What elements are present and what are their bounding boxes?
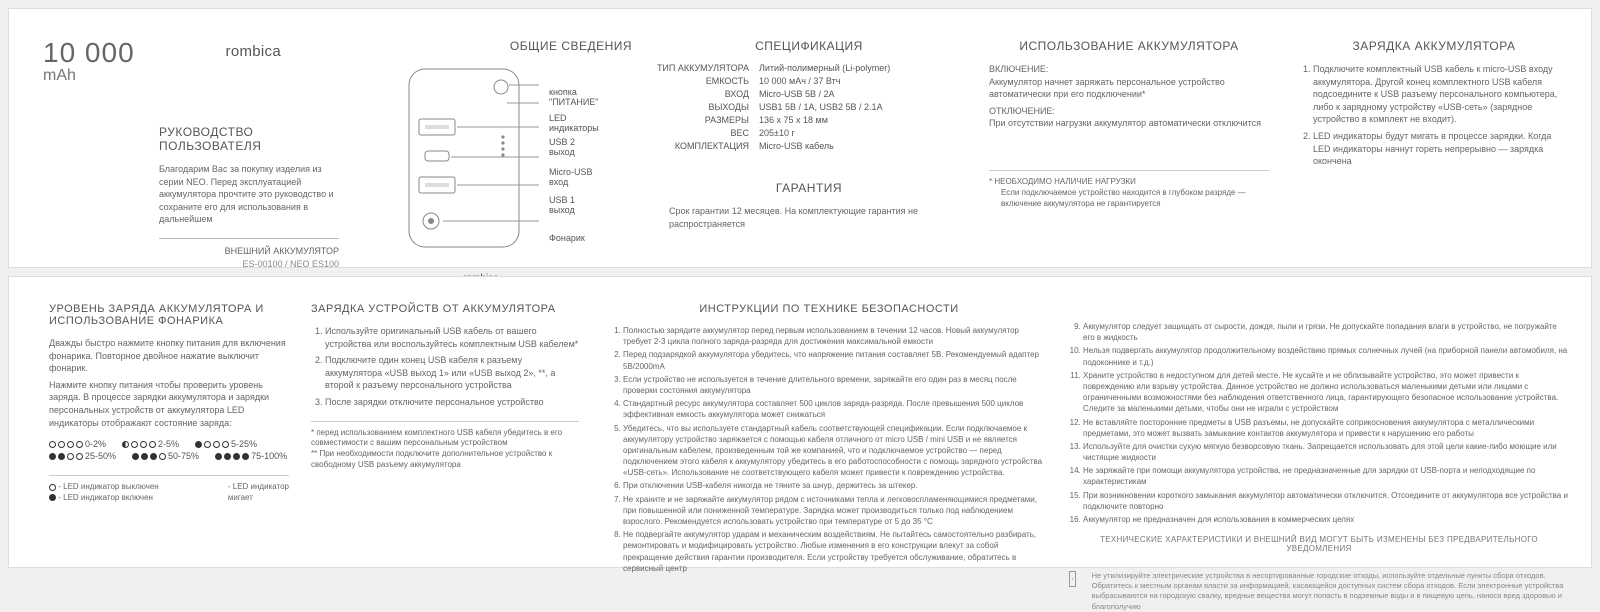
chargefrom-title: ЗАРЯДКА УСТРОЙСТВ ОТ АККУМУЛЯТОРА [311,303,579,315]
list-item: Используйте оригинальный USB кабель от в… [325,325,579,350]
col-safety2: Аккумулятор следует защищать от сырости,… [1069,321,1569,612]
callout-usb1: USB 1выход [549,195,575,215]
legend-off: - LED индикатор выключен [58,482,158,491]
spec-row: ВЕС205±10 г [649,128,969,138]
legend-blink1: - LED индикатор [228,482,289,493]
led-group: 50-75% [132,451,199,461]
level-p1: Дважды быстро нажмите кнопку питания для… [49,337,289,375]
led-group: 2-5% [122,439,179,449]
warranty-text: Срок гарантии 12 месяцев. На комплектующ… [649,205,969,230]
footnote-text: ** При необходимости подключите дополнит… [311,449,579,471]
list-item: Убедитесь, что вы используете стандартны… [623,423,1049,479]
usage-on-h: ВКЛЮЧЕНИЕ: [989,63,1269,76]
list-item: Используйте для очистки сухую мягкую без… [1083,441,1569,463]
weee-text: Не утилизируйте электрические устройства… [1092,571,1569,612]
list-item: Не подвергайте аккумулятор ударам и меха… [623,529,1049,574]
list-item: Стандартный ресурс аккумулятора составля… [623,398,1049,420]
legend-blink2: мигает [228,493,289,504]
list-item: Аккумулятор не предназначен для использо… [1083,514,1569,525]
list-item: Перед подзарядкой аккумулятора убедитесь… [623,349,1049,371]
callout-flash: Фонарик [549,233,585,243]
level-p2: Нажмите кнопку питания чтобы проверить у… [49,379,289,429]
usage-note2: Если подключаемое устройство находится в… [989,188,1269,210]
callout-power: кнопка"ПИТАНИЕ" [549,87,599,107]
callout-led: LEDиндикаторы [549,113,599,133]
col-charge: ЗАРЯДКА АККУМУЛЯТОРА Подключите комплект… [1299,39,1569,172]
led-group: 75-100% [215,451,287,461]
bottom-panel: УРОВЕНЬ ЗАРЯДА АККУМУЛЯТОРА И ИСПОЛЬЗОВА… [8,276,1592,568]
warranty-title: ГАРАНТИЯ [649,181,969,195]
led-group: 25-50% [49,451,116,461]
col-safety1: ИНСТРУКЦИИ ПО ТЕХНИКЕ БЕЗОПАСНОСТИ Полно… [609,303,1049,576]
disclaimer: ТЕХНИЧЕСКИЕ ХАРАКТЕРИСТИКИ И ВНЕШНИЙ ВИД… [1069,535,1569,553]
list-item: Полностью зарядите аккумулятор перед пер… [623,325,1049,347]
usage-off: При отсутствии нагрузки аккумулятор авто… [989,117,1269,130]
list-item: Если устройство не используется в течени… [623,374,1049,396]
charge-title: ЗАРЯДКА АККУМУЛЯТОРА [1299,39,1569,53]
col-usage: ИСПОЛЬЗОВАНИЕ АККУМУЛЯТОРА ВКЛЮЧЕНИЕ: Ак… [989,39,1269,209]
legend-on: - LED индикатор включен [58,493,153,502]
led-group: 5-25% [195,439,257,449]
usage-on: Аккумулятор начнет заряжать персональное… [989,76,1269,101]
product-label: ВНЕШНИЙ АККУМУЛЯТОР [159,245,339,258]
level-title: УРОВЕНЬ ЗАРЯДА АККУМУЛЯТОРА И ИСПОЛЬЗОВА… [49,303,289,327]
product-model: ES-00100 / NEO ES100 [159,258,339,271]
col-manual: РУКОВОДСТВО ПОЛЬЗОВАТЕЛЯ Благодарим Вас … [159,125,339,270]
safety-title: ИНСТРУКЦИИ ПО ТЕХНИКЕ БЕЗОПАСНОСТИ [609,303,1049,315]
top-panel: 10 000 mAh rombica РУКОВОДСТВО ПОЛЬЗОВАТ… [8,8,1592,268]
list-item: Храните устройство в недоступном для дет… [1083,370,1569,415]
capacity-unit: mAh [43,67,303,85]
list-item: Не заряжайте при помощи аккумулятора уст… [1083,465,1569,487]
spec-title: СПЕЦИФИКАЦИЯ [649,39,969,53]
list-item: После зарядки отключите персональное уст… [325,396,579,409]
list-item: Подключите комплектный USB кабель к micr… [1313,63,1569,126]
list-item: Не вставляйте посторонние предметы в USB… [1083,417,1569,439]
spec-row: ВХОДMicro-USB 5В / 2А [649,89,969,99]
spec-row: ЕМКОСТЬ10 000 мАч / 37 Втч [649,76,969,86]
brand: rombica [226,43,281,60]
list-item: LED индикаторы будут мигать в процессе з… [1313,130,1569,168]
col-spec: СПЕЦИФИКАЦИЯ ТИП АККУМУЛЯТОРАЛитий-полим… [649,39,969,230]
usage-title: ИСПОЛЬЗОВАНИЕ АККУМУЛЯТОРА [989,39,1269,53]
usage-off-h: ОТКЛЮЧЕНИЕ: [989,105,1269,118]
manual-intro: Благодарим Вас за покупку изделия из сер… [159,163,339,226]
usage-note1: * НЕОБХОДИМО НАЛИЧИЕ НАГРУЗКИ [989,177,1269,188]
list-item: Нельзя подвергать аккумулятор продолжите… [1083,345,1569,367]
col-chargefrom: ЗАРЯДКА УСТРОЙСТВ ОТ АККУМУЛЯТОРА Исполь… [311,303,579,471]
spec-row: ВЫХОДЫUSB1 5В / 1А, USB2 5В / 2.1А [649,102,969,112]
spec-row: РАЗМЕРЫ136 x 75 x 18 мм [649,115,969,125]
callout-usb2: USB 2выход [549,137,575,157]
col-level: УРОВЕНЬ ЗАРЯДА АККУМУЛЯТОРА И ИСПОЛЬЗОВА… [49,303,289,504]
footnote-text: * перед использованием комплектного USB … [311,428,579,450]
list-item: Подключите один конец USB кабеля к разъе… [325,354,579,392]
weee-icon [1069,571,1076,587]
led-group: 0-2% [49,439,106,449]
list-item: При возникновении короткого замыкания ак… [1083,490,1569,512]
spec-row: КОМПЛЕКТАЦИЯMicro-USB кабель [649,141,969,151]
list-item: Аккумулятор следует защищать от сырости,… [1083,321,1569,343]
spec-row: ТИП АККУМУЛЯТОРАЛитий-полимерный (Li-pol… [649,63,969,73]
device-diagram [401,63,561,253]
callout-micro: Micro-USBвход [549,167,593,187]
manual-title: РУКОВОДСТВО ПОЛЬЗОВАТЕЛЯ [159,125,339,153]
list-item: При отключении USB-кабеля никогда не тян… [623,480,1049,491]
list-item: Не храните и не заряжайте аккумулятор ря… [623,494,1049,528]
